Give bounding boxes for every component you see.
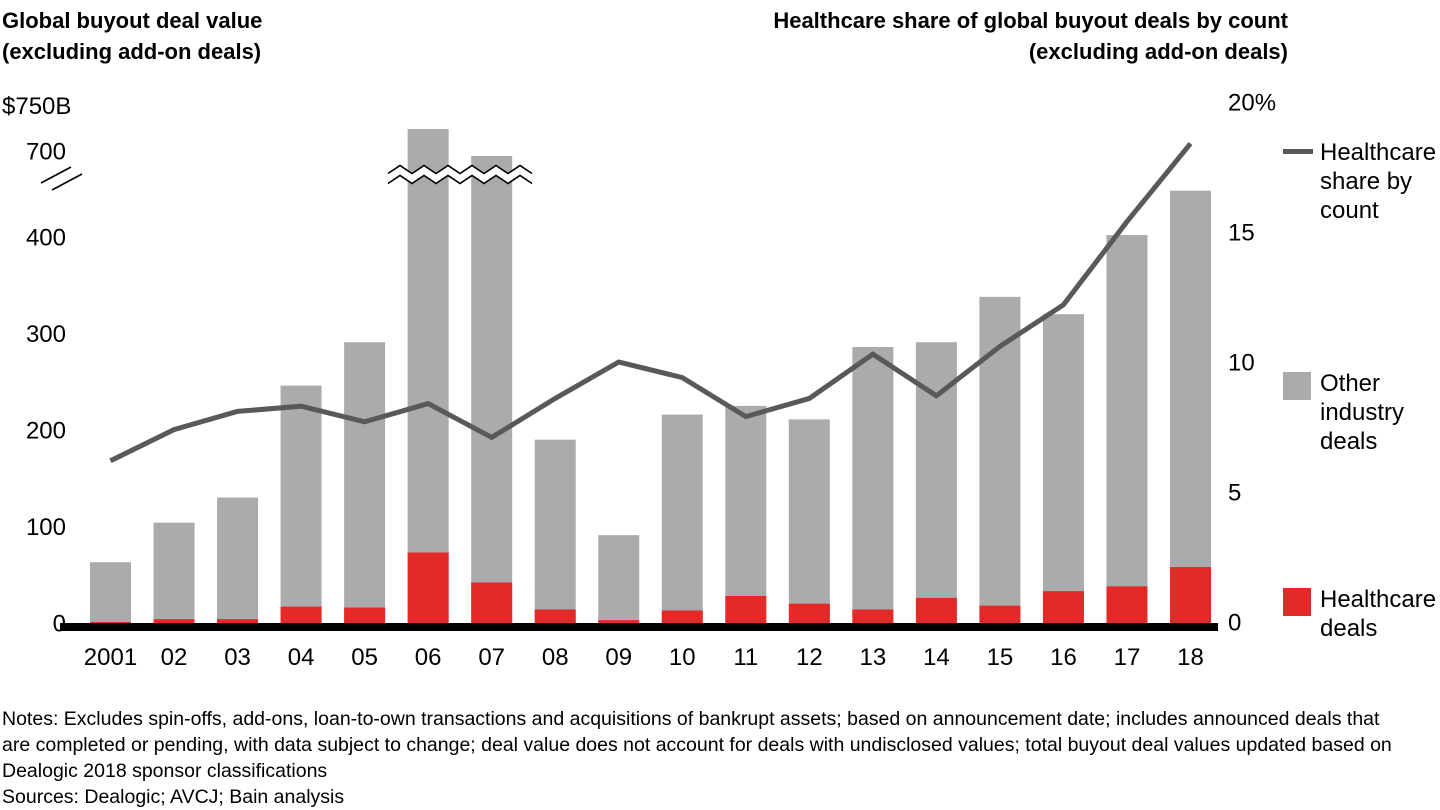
axis-break-mark <box>40 166 72 184</box>
bar-break-mask <box>385 164 535 185</box>
bar-other-industry <box>471 156 513 627</box>
x-axis-year-label: 13 <box>860 644 887 671</box>
red-square-legend-swatch <box>1283 588 1311 616</box>
bar-healthcare <box>915 597 957 627</box>
x-axis-year-label: 08 <box>542 644 569 671</box>
bar-healthcare <box>280 606 322 627</box>
bar-healthcare <box>534 609 576 627</box>
bar-healthcare <box>1106 586 1148 627</box>
bar-healthcare <box>1170 567 1212 627</box>
x-axis-year-label: 16 <box>1050 644 1077 671</box>
legend-label: Other industry deals <box>1320 370 1405 455</box>
bar-healthcare <box>725 595 767 627</box>
legend-label: Healthcare share by count <box>1320 139 1437 224</box>
bar-healthcare <box>661 610 703 627</box>
bar-healthcare <box>471 582 513 627</box>
bar-healthcare <box>1042 591 1084 627</box>
bar-other-industry <box>788 419 830 627</box>
legend-label: Healthcare deals <box>1320 586 1437 642</box>
left-axis-tick-label: 300 <box>26 321 66 348</box>
x-axis-year-label: 15 <box>987 644 1014 671</box>
left-axis-max-label: $750B <box>2 93 71 120</box>
bar-other-industry <box>1170 190 1212 627</box>
x-axis-year-label: 02 <box>161 644 188 671</box>
x-axis-year-label: 05 <box>351 644 378 671</box>
axis-break-mark <box>51 173 83 191</box>
bar-other-industry <box>534 439 576 627</box>
bar-other-industry <box>407 129 449 627</box>
x-axis-year-label: 12 <box>796 644 823 671</box>
notes-text: Notes: Excludes spin-offs, add-ons, loan… <box>2 708 1392 782</box>
bar-other-industry <box>1042 314 1084 627</box>
bar-other-industry <box>725 405 767 627</box>
bar-other-industry <box>852 347 894 627</box>
bar-other-industry <box>598 535 640 627</box>
bar-healthcare <box>852 609 894 627</box>
bar-other-industry <box>90 562 131 627</box>
right-axis-tick-label: 5 <box>1228 480 1241 507</box>
bar-break-squiggle <box>387 174 533 185</box>
bar-break-squiggle <box>387 164 533 175</box>
bar-other-industry <box>661 414 703 627</box>
x-axis-year-label: 18 <box>1177 644 1204 671</box>
bar-healthcare <box>788 603 830 627</box>
right-axis-tick-label: 15 <box>1228 220 1255 247</box>
x-axis-year-label: 14 <box>923 644 950 671</box>
line-legend-swatch <box>1283 149 1313 154</box>
right-axis-tick-label: 20% <box>1228 90 1276 117</box>
bar-other-industry <box>153 522 195 627</box>
bar-healthcare <box>407 552 449 627</box>
bar-healthcare <box>979 605 1021 627</box>
left-axis-tick-label: 200 <box>26 418 66 445</box>
sources-text: Sources: Dealogic; AVCJ; Bain analysis <box>2 786 345 808</box>
gray-square-legend-swatch <box>1283 372 1311 400</box>
x-axis-line <box>60 623 1218 631</box>
left-axis-tick-label: 100 <box>26 514 66 541</box>
right-chart-title: Healthcare share of global buyout deals … <box>773 8 1288 64</box>
x-axis-year-label: 03 <box>224 644 251 671</box>
bar-other-industry <box>979 296 1021 627</box>
right-axis-tick-label: 0 <box>1228 610 1241 637</box>
bar-other-industry <box>344 342 386 627</box>
x-axis-year-label: 2001 <box>84 644 137 671</box>
healthcare-share-line <box>109 142 1193 464</box>
bar-healthcare <box>344 607 386 627</box>
left-axis-tick-label: 0 <box>53 611 66 638</box>
x-axis-year-label: 17 <box>1114 644 1141 671</box>
left-chart-title: Global buyout deal value (excluding add-… <box>2 8 263 64</box>
x-axis-year-label: 10 <box>669 644 696 671</box>
bar-other-industry <box>1106 235 1148 627</box>
x-axis-year-label: 09 <box>605 644 632 671</box>
bar-other-industry <box>280 385 322 627</box>
right-axis-tick-label: 10 <box>1228 350 1255 377</box>
x-axis-year-label: 11 <box>733 644 758 671</box>
x-axis-year-label: 07 <box>478 644 505 671</box>
x-axis-year-label: 06 <box>415 644 442 671</box>
bar-other-industry <box>217 497 259 627</box>
left-axis-tick-label: 700 <box>26 139 66 166</box>
x-axis-year-label: 04 <box>288 644 315 671</box>
left-axis-tick-label: 400 <box>26 225 66 252</box>
